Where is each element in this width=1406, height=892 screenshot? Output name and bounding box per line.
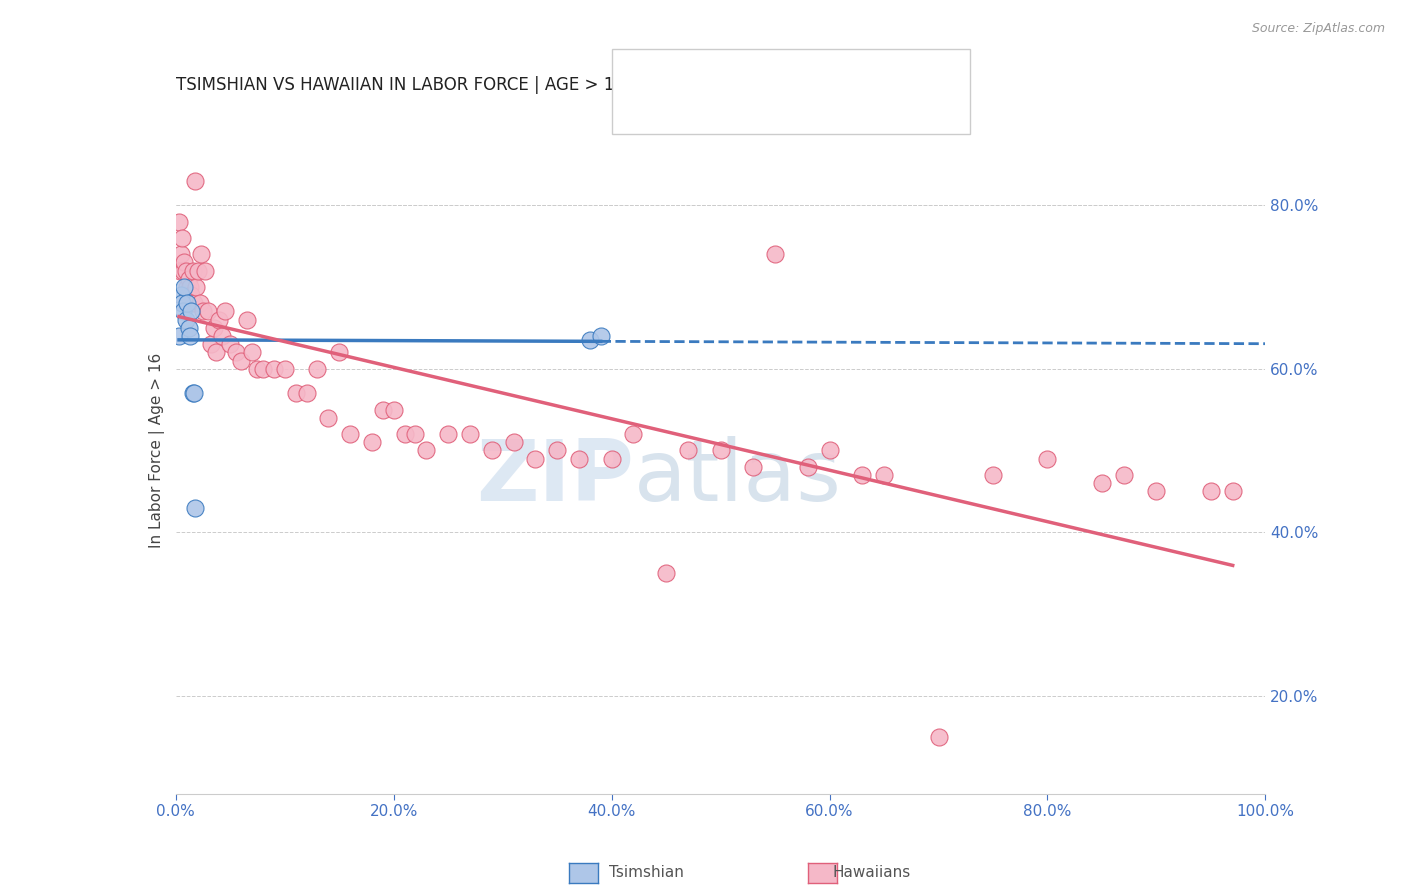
Point [360,435,382,450]
Point [851,467,873,482]
Point [546,443,568,458]
Point [763,247,786,261]
Point [186,263,209,277]
Text: Hawaiians: Hawaiians [832,865,911,880]
Text: Source: ZipAtlas.com: Source: ZipAtlas.com [1251,22,1385,36]
Point [235,312,257,326]
Point [274,361,297,376]
Point [174,312,197,326]
Point [197,304,219,318]
Point [502,435,524,450]
Point [295,386,318,401]
Point [621,427,644,442]
Text: R = -0.548   N = 75: R = -0.548 N = 75 [678,98,841,116]
Text: ZIP: ZIP [475,436,633,519]
Point [179,280,201,294]
Point [405,427,427,442]
Point [339,427,361,442]
Point [1036,451,1059,466]
Point [167,214,190,228]
Point [1222,484,1244,499]
Point [600,451,623,466]
Point [190,247,212,261]
Point [318,410,340,425]
Point [176,280,198,294]
Point [191,304,214,318]
Point [172,263,194,277]
Point [676,443,699,458]
Point [188,296,211,310]
Point [172,296,194,310]
Point [172,231,194,245]
Point [394,427,416,442]
Point [437,427,460,442]
Point [179,329,201,343]
Point [184,173,207,187]
Point [184,500,207,515]
Point [219,337,242,351]
Point [208,312,231,326]
Point [928,730,950,744]
Point [180,304,202,318]
Point [818,443,841,458]
Point [211,329,233,343]
Point [174,263,197,277]
Point [742,459,765,474]
Point [284,386,307,401]
Point [263,361,285,376]
Point [177,288,200,302]
Point [873,467,896,482]
Point [170,288,193,302]
Text: R = -0.008   N = 15: R = -0.008 N = 15 [678,66,841,84]
Point [176,296,198,310]
Point [173,280,195,294]
Point [1091,476,1114,491]
Point [710,443,733,458]
Point [200,337,222,351]
Point [180,288,202,302]
Point [225,345,247,359]
Point [524,451,547,466]
Point [252,361,274,376]
Point [415,443,437,458]
Point [458,427,481,442]
Point [328,345,350,359]
Point [173,255,195,269]
Point [382,402,405,417]
Point [981,467,1004,482]
Point [183,296,205,310]
Point [170,247,193,261]
Point [181,386,204,401]
Point [307,361,329,376]
Point [1144,484,1167,499]
Point [589,329,612,343]
Point [177,320,200,334]
Text: atlas: atlas [633,436,841,519]
Point [205,345,228,359]
Y-axis label: In Labor Force | Age > 16: In Labor Force | Age > 16 [149,353,165,548]
Point [568,451,591,466]
Point [1199,484,1222,499]
Text: TSIMSHIAN VS HAWAIIAN IN LABOR FORCE | AGE > 16 CORRELATION CHART: TSIMSHIAN VS HAWAIIAN IN LABOR FORCE | A… [176,77,810,95]
Point [655,566,678,581]
Point [579,333,602,347]
Point [214,304,236,318]
Point [167,329,190,343]
Point [1112,467,1135,482]
Point [246,361,269,376]
Point [202,320,225,334]
Point [169,263,191,277]
Point [181,263,204,277]
Point [177,271,200,285]
Point [172,304,194,318]
Point [183,386,205,401]
Point [231,353,253,368]
Point [240,345,263,359]
Text: Tsimshian: Tsimshian [609,865,685,880]
Point [194,263,217,277]
Point [371,402,394,417]
Point [796,459,818,474]
Point [481,443,503,458]
Point [186,280,208,294]
